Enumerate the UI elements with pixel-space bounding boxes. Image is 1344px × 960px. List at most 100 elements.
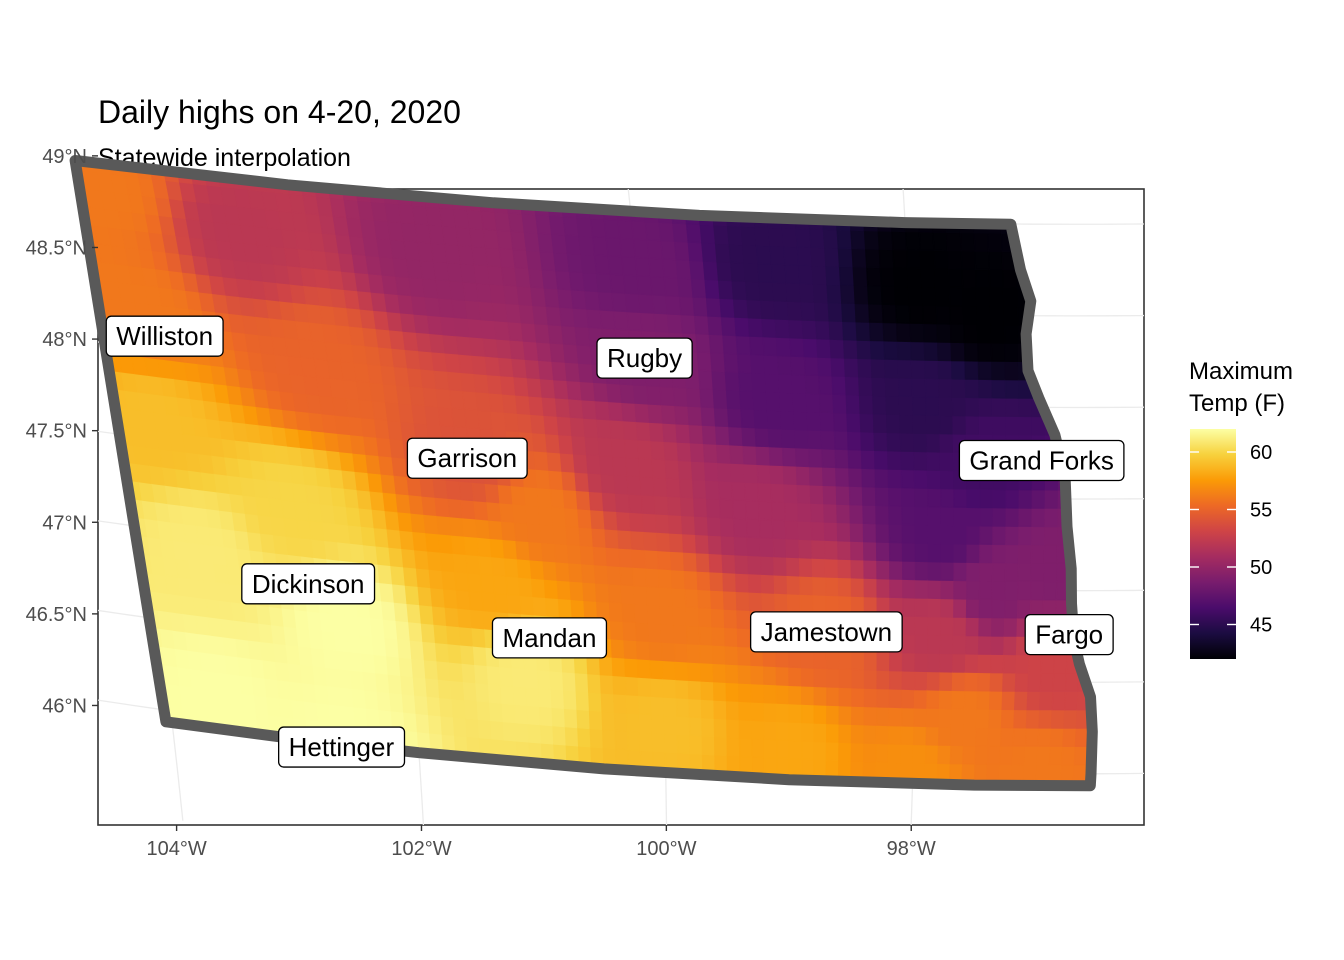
field-cell xyxy=(639,731,654,752)
field-cell xyxy=(927,597,942,618)
field-cell xyxy=(1005,488,1020,509)
field-cell xyxy=(978,616,993,637)
field-cell xyxy=(552,725,567,746)
field-cell xyxy=(904,230,921,251)
field-cell xyxy=(118,139,135,159)
field-cell xyxy=(587,472,604,493)
field-cell xyxy=(569,580,585,602)
field-cell xyxy=(454,570,470,592)
city-label: Hettinger xyxy=(278,726,406,768)
field-cell xyxy=(607,255,625,276)
field-cell xyxy=(525,504,541,525)
field-cell xyxy=(774,592,789,613)
field-cell xyxy=(964,653,980,674)
field-cell xyxy=(606,564,622,586)
field-cell xyxy=(979,543,994,564)
field-cell xyxy=(619,565,635,587)
field-cell xyxy=(566,252,584,274)
field-cell xyxy=(861,467,877,488)
field-cell xyxy=(863,705,878,726)
field-cell xyxy=(976,671,992,692)
field-cell xyxy=(486,664,502,686)
field-cell xyxy=(826,686,840,707)
field-cell xyxy=(544,596,561,618)
field-cell xyxy=(386,655,402,677)
field-cell xyxy=(822,228,839,249)
field-cell xyxy=(986,745,1002,766)
field-cell xyxy=(851,687,866,708)
field-cell xyxy=(912,414,928,435)
field-cell xyxy=(535,468,551,490)
field-cell xyxy=(732,298,750,319)
field-cell xyxy=(850,705,865,726)
field-cell xyxy=(826,667,840,688)
field-cell xyxy=(740,408,756,429)
field-cell xyxy=(844,375,861,396)
field-cell xyxy=(782,464,798,486)
field-cell xyxy=(703,461,720,482)
field-cell xyxy=(669,550,685,572)
field-cell xyxy=(603,509,619,531)
field-cell xyxy=(1004,598,1019,619)
field-cell xyxy=(698,625,714,646)
field-cell xyxy=(824,246,841,268)
field-cell xyxy=(568,398,585,419)
city-name: Mandan xyxy=(502,623,596,653)
field-cell xyxy=(340,704,357,726)
field-cell xyxy=(812,283,829,304)
field-cell xyxy=(906,267,923,288)
field-cell xyxy=(562,343,580,364)
city-label-box xyxy=(749,611,903,653)
field-cell xyxy=(975,287,992,307)
field-cell xyxy=(638,457,655,478)
field-cell xyxy=(455,589,472,611)
field-cell xyxy=(949,744,965,765)
field-cell xyxy=(599,309,617,330)
field-cell xyxy=(373,653,389,675)
field-cell xyxy=(635,621,650,642)
field-cell xyxy=(829,338,846,359)
field-cell xyxy=(639,311,657,333)
field-cell xyxy=(702,442,719,464)
field-cell xyxy=(1003,617,1019,637)
field-cell xyxy=(925,414,941,435)
field-cell xyxy=(662,678,678,699)
field-cell xyxy=(530,577,547,599)
field-cell xyxy=(824,539,839,560)
field-cell xyxy=(974,250,990,271)
field-cell xyxy=(1039,690,1054,711)
field-cell xyxy=(569,416,586,438)
field-cell xyxy=(452,716,468,738)
field-cell xyxy=(532,595,548,617)
field-cell xyxy=(370,617,386,639)
field-cell xyxy=(426,695,442,717)
field-cell xyxy=(550,688,566,710)
field-cell xyxy=(500,520,517,542)
field-cell xyxy=(549,487,566,509)
field-cell xyxy=(452,552,469,574)
field-cell xyxy=(750,353,766,375)
field-cell xyxy=(1018,489,1033,509)
field-cell xyxy=(622,420,639,441)
field-cell xyxy=(476,700,492,722)
field-cell xyxy=(992,525,1007,546)
field-cell xyxy=(646,239,664,260)
field-cell xyxy=(698,369,714,390)
field-cell xyxy=(556,415,573,437)
field-cell xyxy=(799,282,816,303)
field-cell xyxy=(808,465,824,487)
field-cell xyxy=(762,336,779,357)
field-cell xyxy=(600,692,616,713)
field-cell xyxy=(911,377,927,398)
field-cell xyxy=(1031,507,1046,528)
field-cell xyxy=(788,721,803,742)
field-cell xyxy=(680,514,697,536)
field-cell xyxy=(848,467,864,488)
field-cell xyxy=(1027,672,1042,693)
field-cell xyxy=(638,694,653,716)
field-cell xyxy=(852,266,869,287)
field-cell xyxy=(523,485,540,507)
city-label: Mandan xyxy=(491,617,608,659)
field-cell xyxy=(951,671,967,692)
field-cell xyxy=(710,351,726,373)
